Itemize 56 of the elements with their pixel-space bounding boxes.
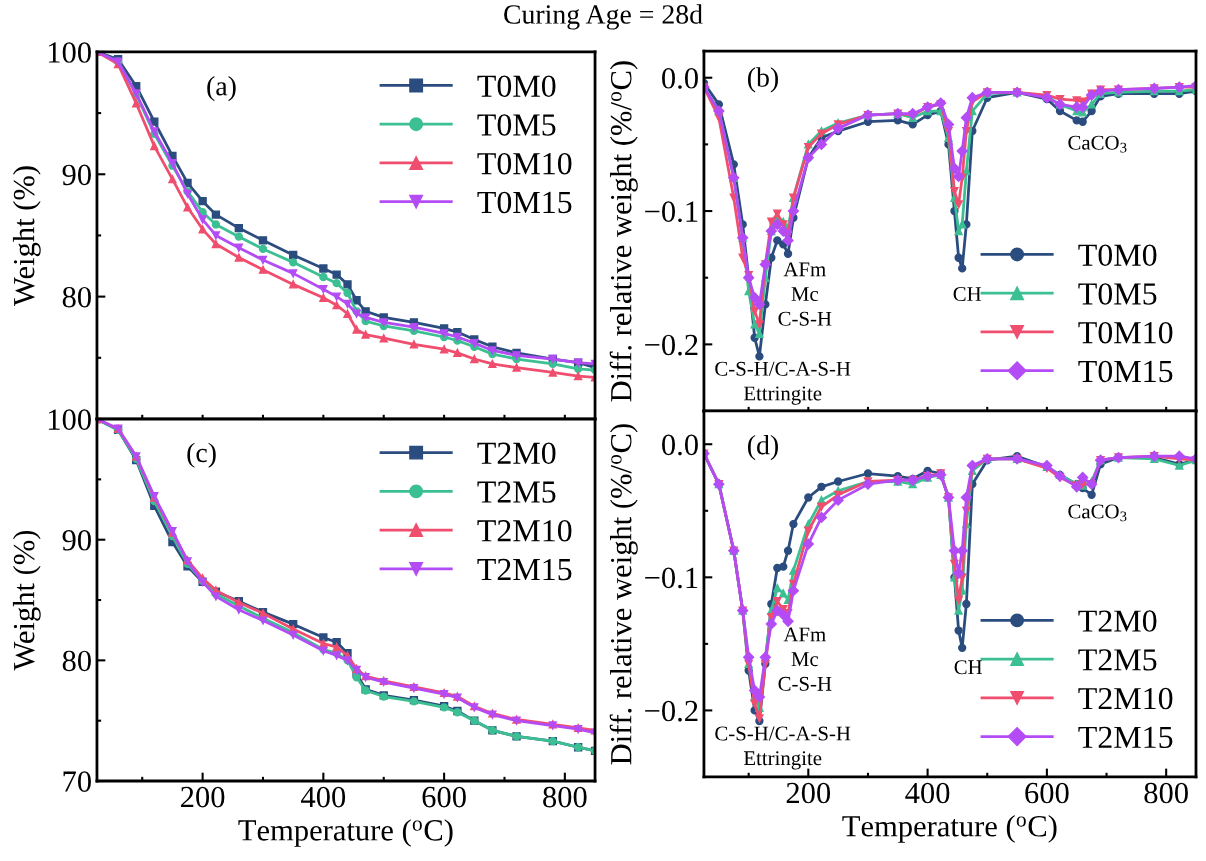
x-tick-label: 800 [543,786,587,808]
legend-label: T0M5 [477,114,556,136]
y-tick-label: 70 [63,771,91,792]
y-tick-label: 80 [62,286,91,308]
legend-label: T0M5 [1078,283,1157,305]
y-axis-title: Diff. relative weight (%/$^{o}$C) [609,61,638,402]
y-axis-title: Weight (%) [12,166,41,306]
annotation: C-S-H/C-A-S-H Ettringite [715,361,851,405]
x-tick-label: 800 [1144,782,1188,804]
y-tick-label: −0.1 [645,201,698,223]
y-tick-label: 0.0 [662,68,698,89]
legend-label: T0M0 [477,75,556,97]
legend-label: T2M5 [477,481,556,503]
x-tick-label: 200 [786,782,831,804]
legend-label: T0M10 [1078,321,1173,344]
annotation: (c) [187,442,216,468]
legend-label: T2M5 [1078,649,1157,671]
x-axis-title: Temperature ($^{o}$C) [842,815,1057,843]
annotation: AFm Mc C-S-H [778,627,832,691]
legend-label: T2M10 [1078,687,1173,710]
legend-label: T2M10 [477,520,572,542]
annotation: (a) [207,76,236,102]
y-tick-label: −0.1 [645,567,698,589]
y-axis-title: Weight (%) [12,530,41,671]
y-tick-label: −0.2 [645,334,698,356]
legend-label: T0M0 [1078,244,1157,266]
annotation: CH [953,287,982,302]
legend-label: T2M15 [1078,726,1173,749]
y-tick-label: 90 [62,164,91,186]
y-tick-label: 80 [62,650,91,672]
legend-label: T0M10 [477,152,572,175]
annotation: (d) [748,434,778,461]
y-tick-label: 0.0 [662,434,698,456]
y-tick-label: 90 [62,529,91,551]
y-tick-label: −0.2 [645,700,698,722]
annotation: (b) [748,67,778,93]
x-axis-title: Temperature ($^{o}$C) [238,819,453,847]
x-tick-label: 200 [181,786,225,808]
annotation: CH [954,660,983,675]
x-tick-label: 600 [422,786,466,808]
annotation: C-S-H/C-A-S-H Ettringite [715,726,851,770]
x-tick-label: 400 [905,782,950,804]
y-tick-label: 100 [48,409,91,430]
legend-label: T2M15 [477,558,572,581]
x-tick-label: 600 [1025,782,1069,804]
legend-label: T2M0 [477,442,556,465]
legend-label: T0M15 [1078,360,1173,383]
legend-label: T0M15 [477,191,572,214]
annotation: AFm Mc C-S-H [778,262,832,326]
y-axis-title: Diff. relative weight (%/$^{o}$C) [609,424,638,765]
annotation: CaCO$_{3}$ [1068,504,1127,522]
legend-label: T2M0 [1078,610,1157,632]
y-tick-label: 100 [48,42,91,63]
x-tick-label: 400 [301,786,346,808]
annotation: CaCO$_{3}$ [1068,135,1127,153]
chart-title: Curing Age = 28d [504,4,703,30]
